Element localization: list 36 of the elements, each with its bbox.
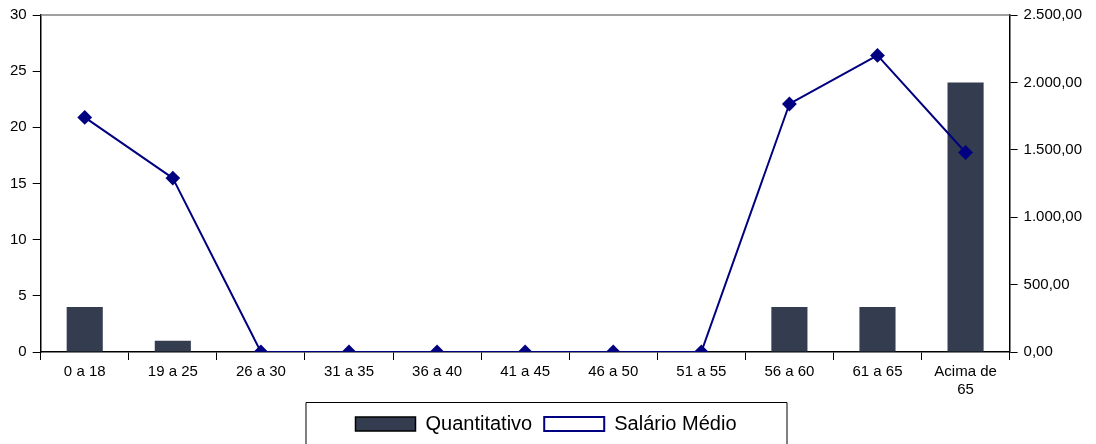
legend-label: Salário Médio bbox=[614, 411, 737, 434]
y2-tick-label: 500,00 bbox=[1023, 274, 1070, 292]
y-tick-label: 25 bbox=[10, 61, 27, 79]
bar bbox=[859, 307, 896, 352]
x-tick-label: 51 a 55 bbox=[676, 362, 727, 380]
point bbox=[77, 110, 92, 125]
y-tick-label: 15 bbox=[10, 173, 27, 191]
legend-label: Quantitativo bbox=[425, 411, 533, 434]
y2-tick-label: 2.500,00 bbox=[1023, 5, 1082, 23]
y-tick-label: 20 bbox=[10, 117, 27, 135]
y-tick-label: 5 bbox=[18, 285, 27, 303]
y2-tick-label: 1.500,00 bbox=[1023, 139, 1082, 157]
bar bbox=[771, 307, 808, 352]
bar bbox=[947, 82, 984, 352]
x-tick-label: 19 a 25 bbox=[147, 362, 198, 380]
x-tick-label: 36 a 40 bbox=[412, 362, 463, 380]
y-tick-label: 30 bbox=[10, 5, 27, 23]
x-tick-label: 41 a 45 bbox=[500, 362, 551, 380]
x-tick-label: 26 a 30 bbox=[235, 362, 286, 380]
y-tick-label: 0 bbox=[18, 342, 27, 360]
y2-tick-label: 1.000,00 bbox=[1023, 207, 1082, 225]
y2-tick-label: 0,00 bbox=[1023, 342, 1053, 360]
x-tick-label: 61 a 65 bbox=[852, 362, 903, 380]
point bbox=[958, 145, 973, 160]
y2-tick-label: 2.000,00 bbox=[1023, 72, 1082, 90]
bar bbox=[154, 340, 191, 352]
bar bbox=[66, 307, 103, 352]
x-tick-label: 56 a 60 bbox=[764, 362, 815, 380]
point bbox=[782, 96, 797, 111]
x-tick-label: 31 a 35 bbox=[323, 362, 374, 380]
point bbox=[870, 48, 885, 63]
x-tick-label: 46 a 50 bbox=[588, 362, 639, 380]
y-tick-label: 10 bbox=[10, 229, 27, 247]
point bbox=[165, 171, 180, 186]
x-tick-label: Acima de 65 bbox=[934, 362, 997, 398]
x-tick-label: 0 a 18 bbox=[63, 362, 106, 380]
